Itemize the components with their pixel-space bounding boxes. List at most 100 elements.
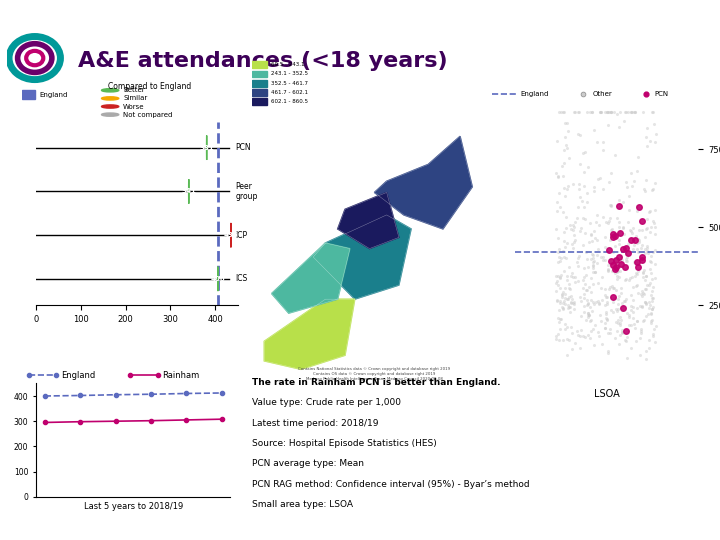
Point: [579, 167, 590, 176]
Point: [577, 275, 588, 284]
Point: [642, 248, 653, 257]
Point: [588, 227, 600, 235]
Point: [576, 197, 588, 205]
Point: [632, 247, 644, 256]
Point: [564, 284, 576, 293]
Point: [551, 206, 562, 215]
Point: [623, 218, 634, 226]
Point: [553, 318, 564, 326]
Point: [586, 307, 598, 316]
Text: A&E attendances (<18 years): A&E attendances (<18 years): [78, 51, 448, 71]
Point: [572, 202, 584, 211]
Point: [646, 287, 657, 295]
Point: [562, 185, 573, 194]
Point: [574, 159, 585, 168]
Point: [644, 279, 655, 288]
Point: [609, 150, 621, 159]
Point: [559, 107, 570, 116]
Point: [642, 310, 654, 319]
Point: [575, 193, 586, 201]
Point: [599, 243, 611, 252]
Point: [621, 183, 632, 191]
Point: [606, 107, 617, 116]
Polygon shape: [271, 243, 350, 313]
Point: [616, 328, 628, 336]
Point: [649, 338, 660, 347]
Text: Compared to England: Compared to England: [108, 82, 192, 91]
Point: [585, 287, 596, 296]
Point: [632, 288, 644, 297]
Point: [582, 255, 593, 264]
Point: [570, 273, 581, 281]
Point: [593, 279, 604, 287]
Point: [610, 232, 621, 240]
Point: [570, 107, 581, 116]
Point: [602, 300, 613, 308]
Point: [639, 233, 651, 241]
Point: [579, 147, 590, 156]
Point: [564, 335, 575, 344]
Point: [563, 154, 575, 163]
Point: [571, 258, 582, 266]
Point: [560, 140, 572, 149]
Point: [631, 202, 642, 211]
Point: [553, 306, 564, 314]
Point: [601, 316, 613, 325]
Point: [608, 248, 619, 256]
Point: [640, 90, 652, 99]
Point: [566, 295, 577, 304]
Point: [577, 289, 589, 298]
Point: [550, 334, 562, 343]
Point: [585, 254, 597, 263]
Point: [620, 327, 631, 335]
Point: [561, 335, 572, 344]
Point: [578, 202, 590, 211]
Point: [621, 253, 632, 262]
Point: [644, 207, 656, 215]
Point: [587, 107, 598, 116]
Point: [606, 107, 617, 116]
Point: [573, 252, 585, 260]
Point: [613, 267, 624, 275]
Point: [588, 262, 599, 271]
Point: [586, 327, 598, 336]
Point: [631, 244, 642, 253]
Point: [631, 232, 642, 240]
Point: [593, 299, 605, 308]
Point: [585, 231, 597, 239]
Point: [592, 259, 603, 267]
Point: [612, 305, 624, 313]
Point: [579, 229, 590, 238]
Point: [602, 219, 613, 227]
Point: [562, 272, 573, 281]
Point: [557, 293, 568, 301]
Point: [555, 315, 567, 323]
Point: [637, 107, 649, 116]
Point: [631, 270, 643, 279]
Point: [595, 107, 606, 116]
Point: [617, 245, 629, 253]
Point: [624, 276, 635, 285]
Point: [644, 298, 655, 306]
Point: [648, 217, 660, 225]
Point: [606, 107, 617, 116]
Point: [551, 168, 562, 177]
Point: [612, 228, 624, 237]
Point: [597, 138, 608, 146]
Point: [602, 265, 613, 273]
Point: [589, 300, 600, 308]
Point: [636, 287, 647, 295]
Point: [585, 333, 596, 342]
Point: [619, 336, 631, 345]
Point: [553, 188, 564, 197]
FancyBboxPatch shape: [252, 80, 267, 86]
Point: [568, 107, 580, 116]
Point: [595, 317, 607, 326]
Point: [641, 299, 652, 308]
Point: [597, 213, 608, 222]
Point: [578, 307, 590, 316]
Point: [640, 176, 652, 185]
Point: [562, 127, 573, 136]
Point: [577, 214, 588, 222]
Point: [606, 224, 618, 233]
